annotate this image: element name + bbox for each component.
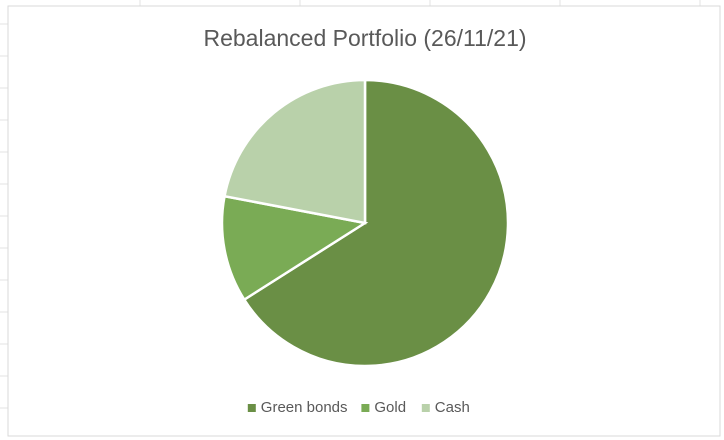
legend-label: Cash <box>435 399 470 416</box>
legend-swatch <box>247 404 256 412</box>
pie-slice <box>223 78 367 225</box>
pie <box>220 78 510 368</box>
pie-slice <box>220 194 369 302</box>
legend-swatch <box>361 404 370 412</box>
legend: Green bonds Gold Cash <box>247 399 470 416</box>
legend-label: Gold <box>374 399 406 416</box>
pie-slice <box>242 78 510 368</box>
legend-label: Green bonds <box>261 399 348 416</box>
sheet-grid <box>0 0 701 409</box>
chart-title: Rebalanced Portfolio (26/11/21) <box>203 25 526 51</box>
legend-swatch <box>421 404 430 412</box>
